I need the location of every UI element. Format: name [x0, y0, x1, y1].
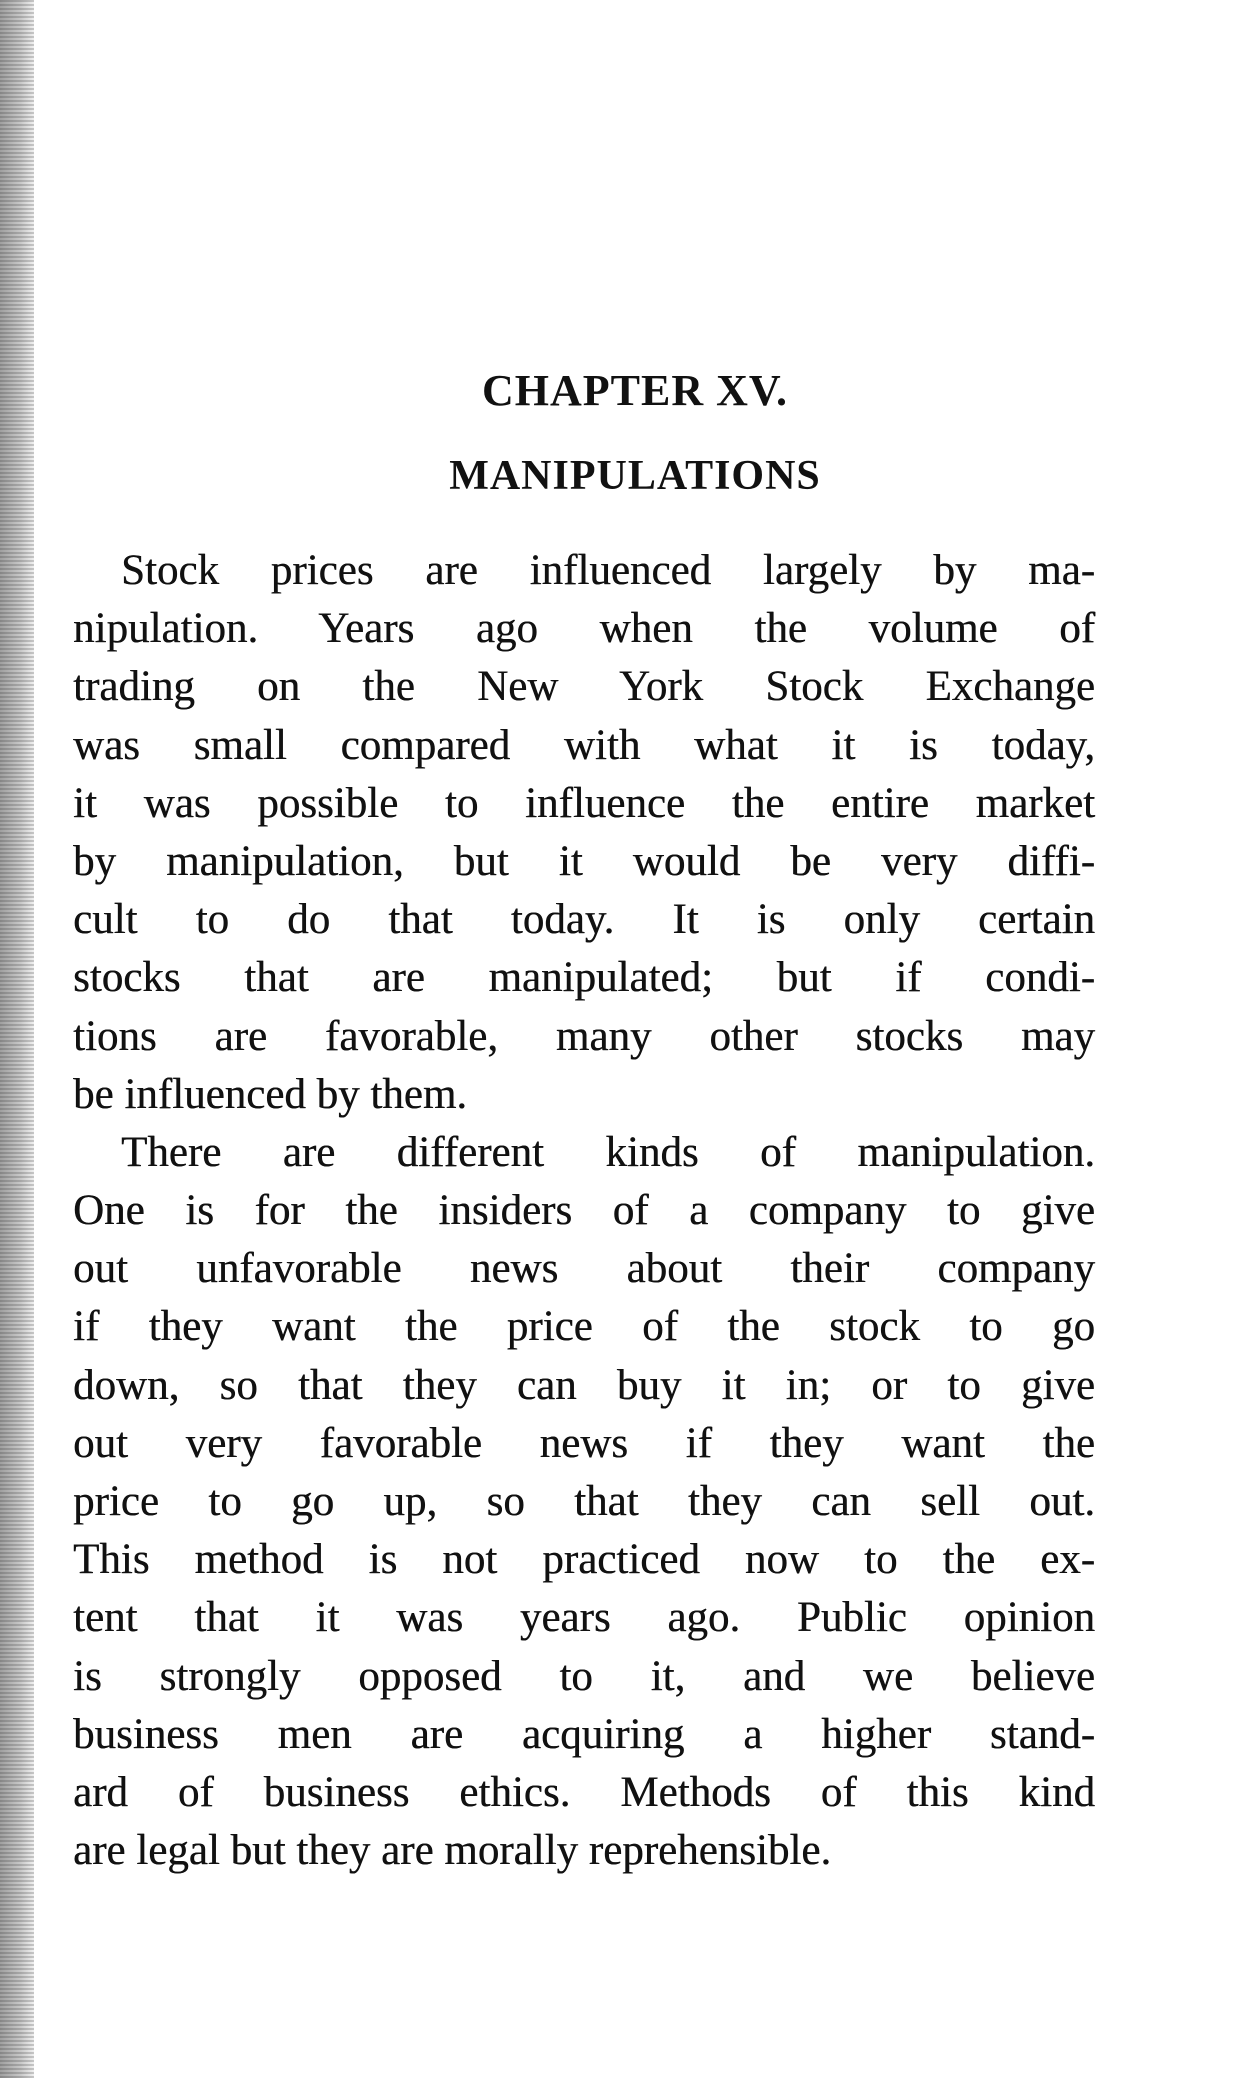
text-line: ard of business ethics. Methods of this … [73, 1768, 1095, 1816]
paragraph: There are different kinds of manipulatio… [73, 1124, 1095, 1880]
text-line: business men are acquiring a higher stan… [73, 1710, 1095, 1758]
text-line: Stock prices are influenced largely by m… [121, 547, 1095, 594]
text-line: One is for the insiders of a company to … [73, 1187, 1095, 1235]
paragraph: Stock prices are influenced largely by m… [73, 542, 1095, 1124]
chapter-number: CHAPTER XV. [481, 366, 788, 415]
text-line: stocks that are manipulated; but if cond… [73, 954, 1095, 1002]
text-line: tent that it was years ago. Public opini… [73, 1594, 1095, 1642]
text-line: tions are favorable, many other stocks m… [73, 1012, 1095, 1060]
chapter-title: MANIPULATIONS [449, 453, 821, 499]
text-line: There are different kinds of manipulatio… [121, 1128, 1095, 1176]
book-binding-edge [0, 0, 34, 2078]
text-line: cult to do that today. It is only certai… [73, 896, 1095, 944]
text-line: was small compared with what it is today… [73, 721, 1095, 769]
text-line: price to go up, so that they can sell ou… [73, 1478, 1095, 1525]
text-line: are legal but they are morally reprehens… [73, 1827, 832, 1875]
text-line: down, so that they can buy it in; or to … [73, 1361, 1095, 1409]
text-line: be influenced by them. [73, 1070, 468, 1118]
chapter-body: Stock prices are influenced largely by m… [73, 542, 1095, 1880]
text-line: is strongly opposed to it, and we believ… [73, 1652, 1095, 1700]
text-line: it was possible to influence the entire … [73, 779, 1095, 827]
text-line: out unfavorable news about their company [73, 1245, 1095, 1293]
text-line: trading on the New York Stock Exchange [73, 663, 1095, 711]
text-line: nipulation. Years ago when the volume of [73, 605, 1095, 653]
text-line: by manipulation, but it would be very di… [73, 837, 1095, 885]
text-line: This method is not practiced now to the … [73, 1536, 1095, 1584]
text-line: if they want the price of the stock to g… [73, 1303, 1095, 1351]
text-line: out very favorable news if they want the [73, 1419, 1095, 1467]
